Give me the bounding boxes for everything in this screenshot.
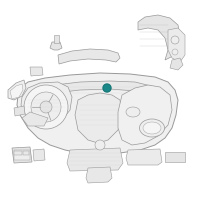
Polygon shape (22, 112, 48, 126)
Polygon shape (12, 147, 32, 163)
Bar (14, 150, 30, 160)
Polygon shape (126, 149, 162, 165)
Bar (23, 151, 29, 155)
Ellipse shape (126, 107, 140, 117)
Ellipse shape (143, 122, 161, 134)
Ellipse shape (140, 119, 164, 137)
Circle shape (172, 49, 178, 55)
Polygon shape (67, 148, 123, 171)
Polygon shape (75, 93, 122, 143)
Polygon shape (58, 49, 120, 64)
Circle shape (103, 84, 111, 92)
Bar (86, 158, 90, 168)
Polygon shape (10, 84, 23, 99)
Bar (165, 152, 185, 162)
Bar (80, 153, 84, 163)
Polygon shape (138, 15, 180, 60)
Circle shape (85, 155, 91, 161)
Polygon shape (170, 58, 183, 70)
Polygon shape (21, 82, 72, 125)
Circle shape (95, 140, 105, 150)
Polygon shape (118, 85, 172, 145)
Polygon shape (14, 106, 25, 116)
Circle shape (31, 92, 61, 122)
Polygon shape (17, 73, 178, 154)
Polygon shape (30, 67, 43, 76)
Circle shape (40, 101, 52, 113)
Bar (14, 151, 22, 155)
Polygon shape (50, 42, 62, 50)
Polygon shape (33, 149, 45, 161)
Bar (54, 35, 59, 43)
Circle shape (171, 36, 179, 44)
Polygon shape (38, 81, 163, 100)
Polygon shape (8, 80, 26, 100)
Polygon shape (86, 167, 112, 183)
Circle shape (79, 150, 85, 156)
Polygon shape (168, 28, 185, 62)
Circle shape (24, 85, 68, 129)
